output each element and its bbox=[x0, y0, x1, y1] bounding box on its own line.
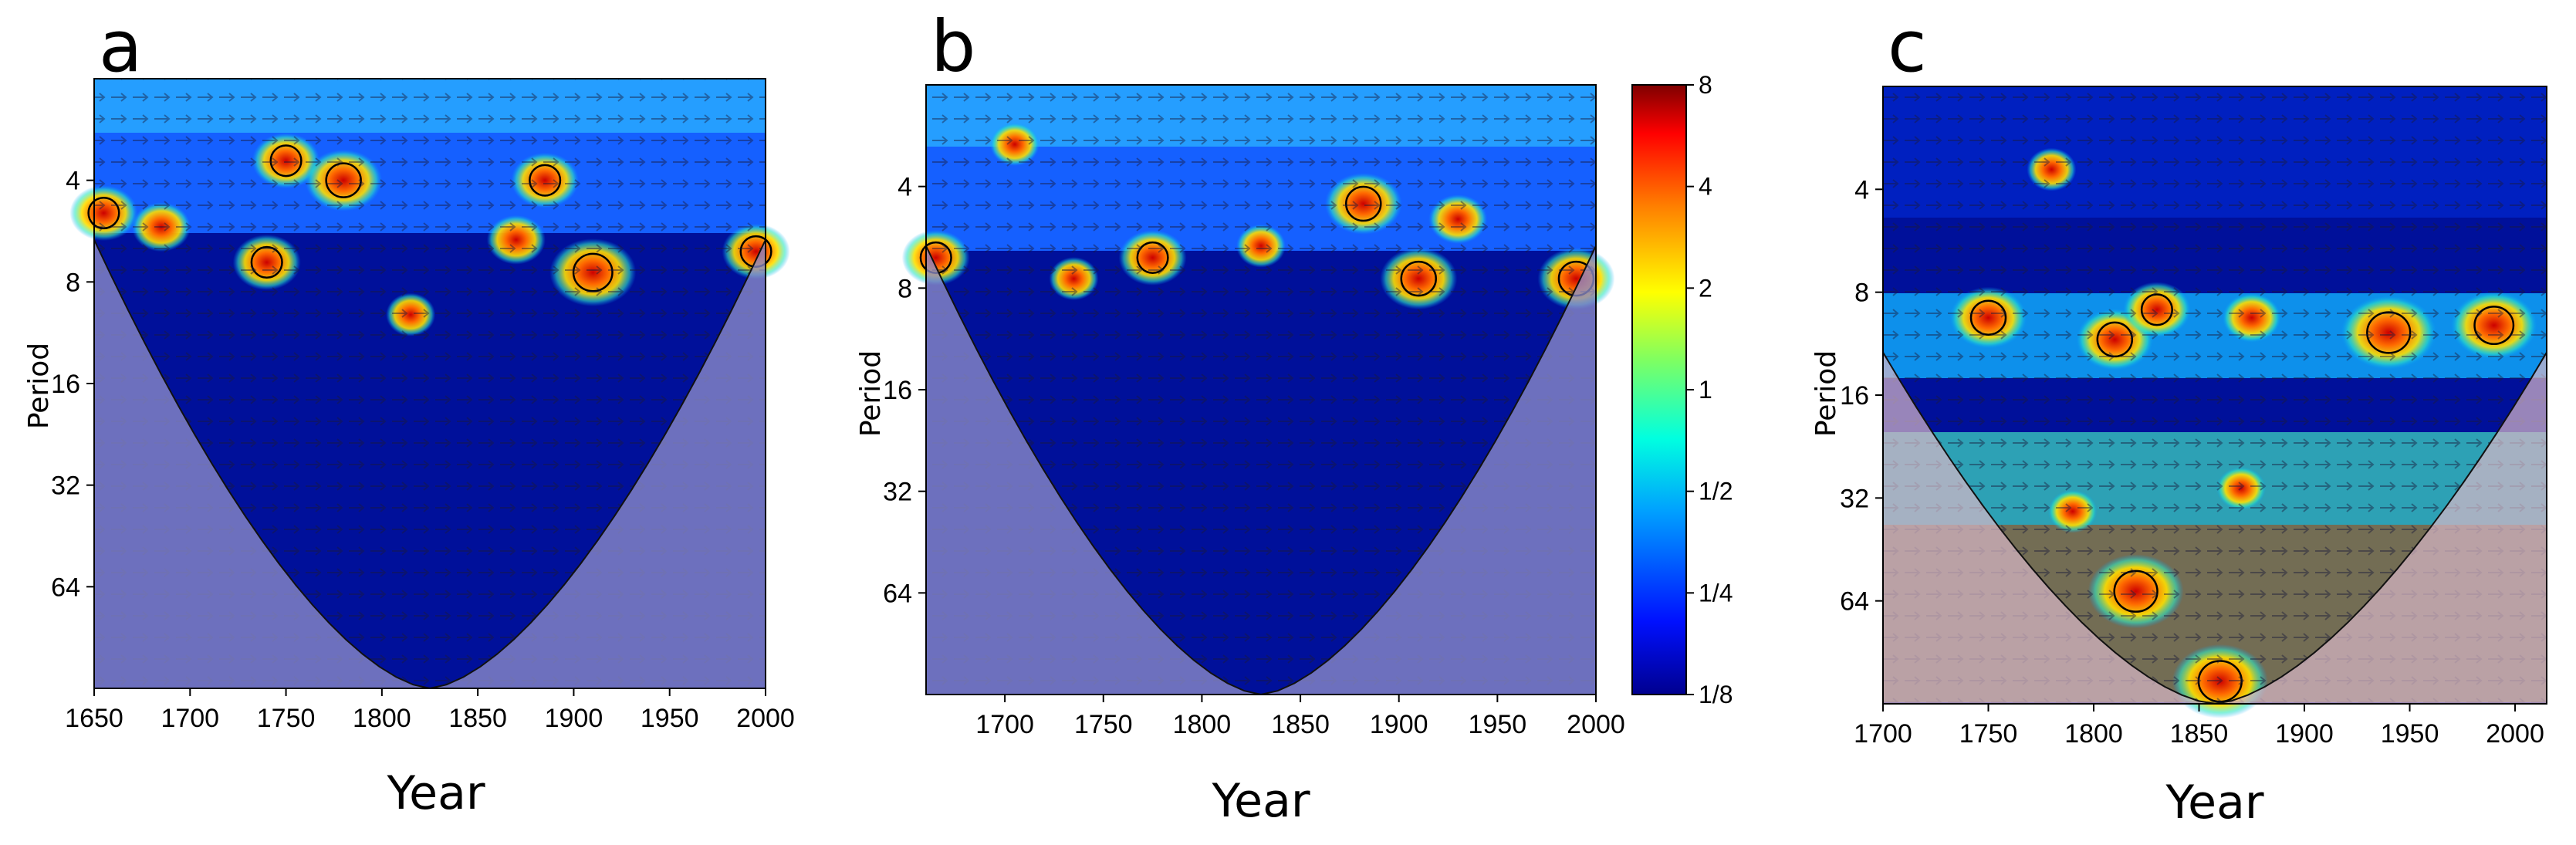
panel-c-y-ticks: 4 8 16 32 64 bbox=[1840, 175, 1883, 617]
y-tick-label: 32 bbox=[51, 472, 80, 501]
x-tick-label: 1900 bbox=[545, 704, 603, 733]
x-tick-label: 1700 bbox=[1854, 719, 1912, 749]
y-tick-label: 4 bbox=[1854, 175, 1869, 204]
x-tick-label: 1950 bbox=[641, 704, 699, 733]
colorbar-tick-label: 1 bbox=[1699, 376, 1712, 404]
x-tick-label: 1900 bbox=[1370, 710, 1428, 739]
y-tick-label: 16 bbox=[51, 370, 80, 399]
x-tick-label: 2000 bbox=[2486, 719, 2544, 749]
panel-a-x-ticks: 1650 1700 1750 1800 1850 1900 1950 2000 bbox=[65, 688, 795, 733]
panel-c-cone-of-influence bbox=[1882, 350, 2547, 705]
colorbar-gradient bbox=[1631, 84, 1687, 695]
y-tick-label: 16 bbox=[883, 376, 912, 405]
panel-b-y-ticks: 4 8 16 32 64 bbox=[883, 173, 926, 608]
panel-b-label: b bbox=[931, 5, 975, 88]
y-tick-label: 32 bbox=[883, 478, 912, 507]
panel-b-cone-of-influence bbox=[925, 245, 1597, 696]
x-tick-label: 1800 bbox=[1173, 710, 1232, 739]
x-tick-label: 1800 bbox=[2064, 719, 2123, 749]
x-tick-label: 1650 bbox=[65, 704, 123, 733]
panel-a-x-axis-label: Year bbox=[386, 766, 485, 820]
x-tick-label: 1900 bbox=[2275, 719, 2334, 749]
x-tick-label: 1800 bbox=[353, 704, 411, 733]
x-tick-label: 1750 bbox=[257, 704, 316, 733]
y-tick-label: 4 bbox=[898, 173, 912, 202]
panel-a-cone-of-influence bbox=[93, 239, 766, 690]
colorbar-tick-label: 2 bbox=[1699, 274, 1712, 302]
panel-a-y-axis-label: Period bbox=[23, 343, 55, 429]
panel-c-y-axis-label: Period bbox=[1810, 350, 1842, 437]
y-tick-label: 64 bbox=[1840, 587, 1869, 617]
y-tick-label: 8 bbox=[1854, 279, 1869, 308]
x-tick-label: 2000 bbox=[1567, 710, 1625, 739]
panel-a: 1650 1700 1750 1800 1850 1900 1950 2000 4 8 16 32 6… bbox=[23, 5, 795, 820]
colorbar: 8 4 2 1 1/2 1/4 1/8 bbox=[1631, 71, 1733, 708]
x-tick-label: 1700 bbox=[161, 704, 219, 733]
x-tick-label: 2000 bbox=[736, 704, 795, 733]
y-tick-label: 32 bbox=[1840, 484, 1869, 513]
x-tick-label: 1850 bbox=[1271, 710, 1330, 739]
colorbar-tick-label: 1/2 bbox=[1699, 478, 1733, 505]
colorbar-ticks: 8 4 2 1 1/2 1/4 1/8 bbox=[1686, 71, 1733, 708]
colorbar-tick-label: 1/4 bbox=[1699, 579, 1733, 607]
colorbar-tick-label: 4 bbox=[1699, 173, 1712, 201]
panel-b-x-axis-label: Year bbox=[1211, 774, 1310, 828]
x-tick-label: 1750 bbox=[1959, 719, 2018, 749]
colorbar-tick-label: 8 bbox=[1699, 71, 1712, 99]
panel-c-x-axis-label: Year bbox=[2165, 776, 2263, 830]
panel-a-label: a bbox=[99, 5, 142, 88]
y-tick-label: 4 bbox=[66, 167, 80, 196]
y-tick-label: 64 bbox=[51, 573, 80, 602]
panel-c-label: c bbox=[1888, 5, 1927, 88]
x-tick-label: 1950 bbox=[2381, 719, 2439, 749]
x-tick-label: 1750 bbox=[1074, 710, 1133, 739]
colorbar-tick-label: 1/8 bbox=[1699, 681, 1733, 708]
y-tick-label: 8 bbox=[66, 268, 80, 297]
y-tick-label: 8 bbox=[898, 274, 912, 303]
panel-b-x-ticks: 1700 1750 1800 1850 1900 1950 2000 bbox=[975, 695, 1625, 739]
x-tick-label: 1950 bbox=[1469, 710, 1527, 739]
x-tick-label: 1850 bbox=[448, 704, 507, 733]
y-tick-label: 16 bbox=[1840, 381, 1869, 411]
panel-c-x-ticks: 1700 1750 1800 1850 1900 1950 2000 bbox=[1854, 704, 2544, 749]
panel-a-y-ticks: 4 8 16 32 64 bbox=[51, 167, 94, 602]
panel-b-y-axis-label: Period bbox=[855, 350, 887, 437]
x-tick-label: 1850 bbox=[2170, 719, 2229, 749]
y-tick-label: 64 bbox=[883, 579, 912, 608]
x-tick-label: 1700 bbox=[975, 710, 1034, 739]
